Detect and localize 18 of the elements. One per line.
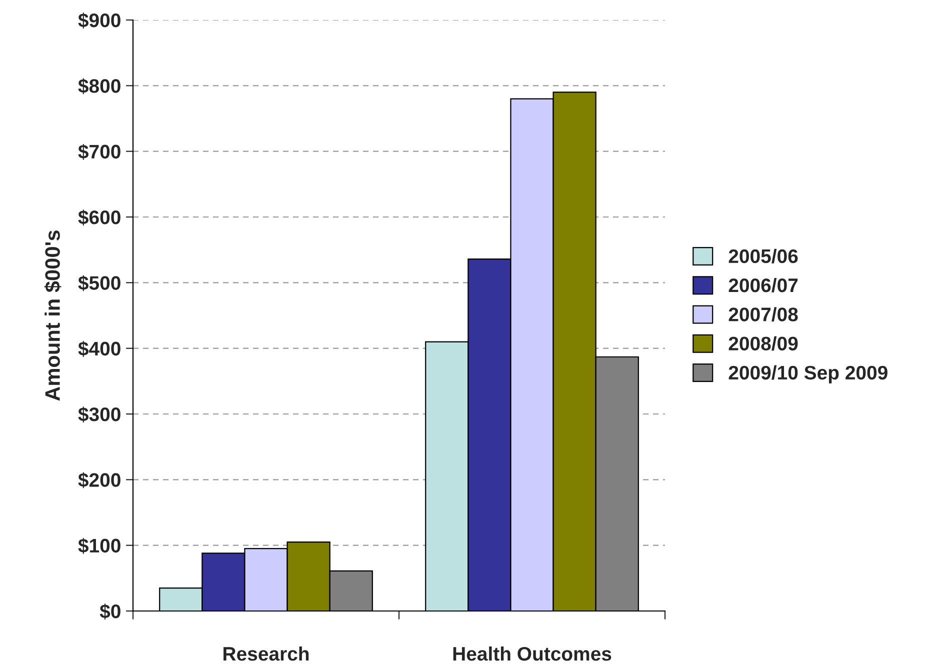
y-tick-label: $600: [78, 210, 120, 226]
x-tick-label: Health Outcomes: [453, 646, 612, 661]
y-axis-title: Amount in $000's: [44, 230, 62, 401]
legend-label: 2006/07: [728, 278, 798, 292]
legend-label: 2007/08: [728, 307, 798, 322]
y-tick-label: $100: [78, 538, 120, 554]
y-tick-label: $500: [78, 275, 120, 292]
y-tick-label: $200: [78, 472, 120, 488]
y-tick-label: $900: [78, 12, 120, 28]
legend-label: 2005/06: [728, 248, 798, 264]
legend-label: 2009/10 Sep 2009: [728, 365, 888, 384]
y-tick-label: $800: [78, 78, 120, 94]
y-tick-label: $700: [78, 144, 120, 160]
y-tick-label: $300: [78, 406, 120, 422]
y-tick-label: $400: [78, 340, 120, 357]
y-tick-label: $0: [100, 604, 120, 620]
x-tick-label: Research: [224, 646, 309, 661]
legend-label: 2008/09: [728, 336, 798, 351]
